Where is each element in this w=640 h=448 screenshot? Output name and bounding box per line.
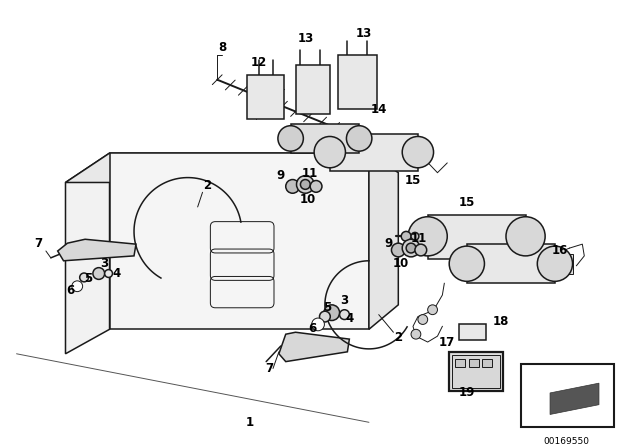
Circle shape [296, 176, 314, 193]
Polygon shape [109, 153, 369, 329]
Circle shape [285, 180, 300, 193]
Bar [555, 254, 573, 274]
Text: 2: 2 [204, 179, 211, 192]
Circle shape [314, 137, 346, 168]
Text: 00169550: 00169550 [543, 437, 589, 446]
Bar [521, 364, 614, 427]
Circle shape [506, 217, 545, 256]
Circle shape [346, 126, 372, 151]
Bar [330, 134, 418, 171]
Text: 7: 7 [265, 362, 273, 375]
Bar [467, 244, 555, 283]
Circle shape [408, 217, 447, 256]
Circle shape [93, 267, 105, 280]
Circle shape [319, 311, 330, 322]
Bar [338, 55, 377, 109]
Circle shape [418, 314, 428, 324]
Text: 17: 17 [439, 336, 456, 349]
Bar [291, 124, 359, 153]
Text: 3: 3 [100, 257, 109, 270]
Circle shape [411, 233, 419, 240]
Text: 4: 4 [112, 267, 120, 280]
Text: 1: 1 [246, 416, 253, 429]
Circle shape [278, 126, 303, 151]
Text: 9: 9 [276, 169, 285, 182]
Circle shape [300, 180, 310, 190]
Text: 3: 3 [340, 294, 349, 307]
Text: 2: 2 [394, 331, 403, 344]
Circle shape [324, 305, 340, 320]
Circle shape [340, 310, 349, 319]
Bar [455, 359, 465, 366]
Text: 15: 15 [459, 196, 475, 209]
Bar [452, 355, 500, 388]
Text: 10: 10 [393, 257, 410, 270]
Text: 14: 14 [371, 103, 387, 116]
Polygon shape [65, 153, 109, 354]
Text: 10: 10 [300, 193, 316, 206]
Bar [296, 65, 330, 114]
Text: 13: 13 [297, 32, 314, 45]
Text: 19: 19 [459, 387, 475, 400]
Circle shape [80, 273, 88, 282]
Circle shape [402, 239, 420, 257]
Circle shape [402, 137, 433, 168]
Circle shape [105, 270, 113, 277]
Bar [483, 359, 492, 366]
Bar [468, 359, 479, 366]
Bar [428, 215, 525, 259]
Text: 11: 11 [411, 232, 427, 245]
Polygon shape [369, 153, 398, 329]
Text: 5: 5 [84, 272, 92, 285]
Circle shape [72, 281, 83, 292]
Polygon shape [279, 332, 349, 362]
Circle shape [312, 318, 324, 331]
Text: 6: 6 [308, 322, 316, 335]
Circle shape [411, 329, 421, 339]
Circle shape [401, 232, 411, 241]
Text: 6: 6 [67, 284, 74, 297]
Text: 7: 7 [34, 237, 42, 250]
Circle shape [428, 305, 438, 314]
Text: 16: 16 [552, 245, 568, 258]
Polygon shape [58, 239, 136, 261]
Text: 9: 9 [385, 237, 393, 250]
Polygon shape [65, 153, 369, 182]
Bar [246, 75, 284, 119]
Text: 8: 8 [218, 41, 226, 54]
Text: 13: 13 [356, 27, 372, 40]
Bar [449, 352, 503, 391]
Circle shape [310, 181, 322, 192]
Circle shape [392, 243, 405, 257]
Circle shape [406, 243, 416, 253]
Text: 11: 11 [302, 167, 318, 180]
Text: 15: 15 [405, 174, 421, 187]
Bar [459, 324, 486, 340]
Circle shape [415, 244, 427, 256]
Text: 18: 18 [493, 315, 509, 328]
Polygon shape [550, 383, 599, 414]
Text: 5: 5 [323, 301, 331, 314]
Text: 12: 12 [251, 56, 268, 69]
Circle shape [449, 246, 484, 281]
Text: 4: 4 [345, 312, 353, 325]
Circle shape [538, 246, 573, 281]
